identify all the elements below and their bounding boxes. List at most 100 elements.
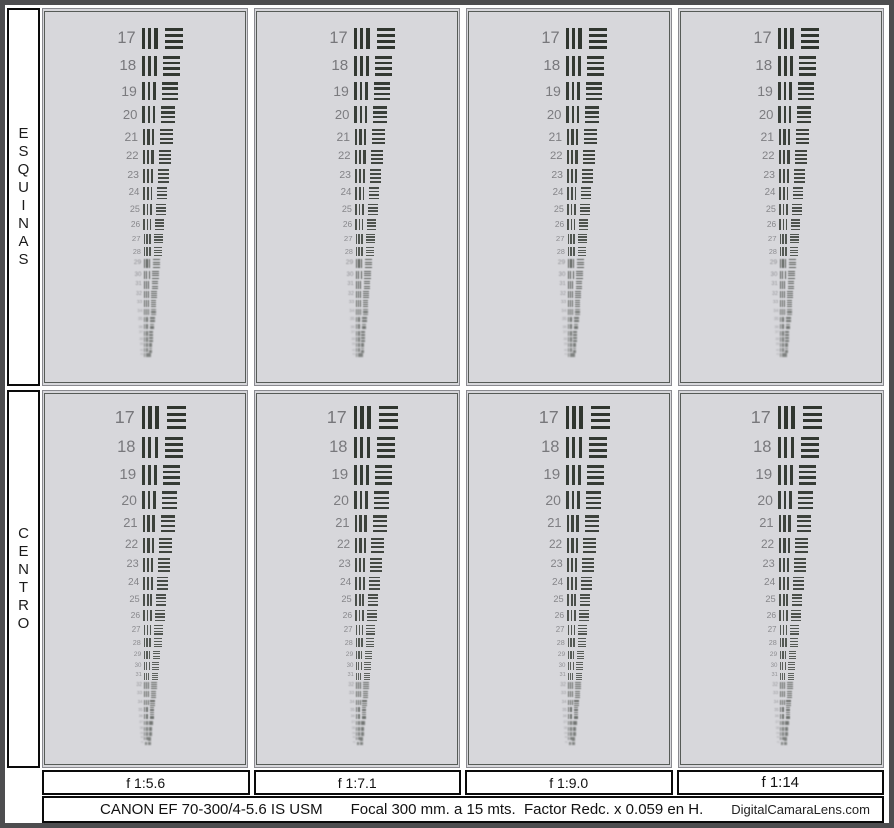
vertical-bars <box>143 259 151 268</box>
horizontal-bars <box>368 594 379 606</box>
vertical-bars <box>568 707 573 713</box>
horizontal-bars <box>365 259 373 268</box>
chart-line-36: 36 <box>136 324 155 330</box>
horizontal-bars <box>148 353 152 357</box>
vertical-bars <box>144 353 148 357</box>
horizontal-bars <box>573 707 579 713</box>
chart-line-33: 33 <box>346 691 369 698</box>
chart-line-number: 37 <box>775 720 780 725</box>
chart-line-number: 17 <box>117 29 136 48</box>
horizontal-bars <box>156 187 168 200</box>
chart-line-18: 18 <box>110 56 181 76</box>
horizontal-bars <box>151 682 158 690</box>
chart-line-19: 19 <box>536 82 602 101</box>
horizontal-bars <box>375 56 393 76</box>
chart-line-number: 19 <box>119 466 137 484</box>
chart-line-number: 20 <box>334 107 350 123</box>
vertical-bars <box>143 650 151 660</box>
chart-line-number: 31 <box>559 281 566 288</box>
vertical-bars <box>354 56 369 76</box>
chart-line-number: 32 <box>348 682 354 689</box>
chart-line-28: 28 <box>764 638 798 648</box>
chart-line-number: 17 <box>753 29 772 48</box>
horizontal-bars <box>575 672 583 680</box>
horizontal-bars <box>573 714 578 719</box>
chart-line-23: 23 <box>332 557 383 572</box>
chart-line-number: 35 <box>138 706 143 712</box>
chart-line-number: 30 <box>558 661 566 669</box>
vertical-bars <box>778 149 790 165</box>
chart-line-number: 41 <box>352 352 356 356</box>
chart-line-18: 18 <box>534 56 605 76</box>
vertical-bars <box>354 106 368 124</box>
vertical-bars <box>142 557 154 572</box>
horizontal-bars <box>363 682 370 690</box>
vertical-bars <box>144 707 149 713</box>
chart-line-number: 28 <box>132 246 141 256</box>
horizontal-bars <box>152 270 160 279</box>
vertical-bars <box>567 259 575 268</box>
chart-line-32: 32 <box>769 682 794 690</box>
horizontal-bars <box>153 259 161 268</box>
vertical-bars <box>779 219 788 230</box>
vertical-bars <box>141 436 158 458</box>
chart-line-31: 31 <box>132 281 159 289</box>
horizontal-bars <box>147 741 151 745</box>
chart-line-number: 39 <box>140 731 144 736</box>
horizontal-bars <box>155 203 166 216</box>
chart-line-18: 18 <box>746 56 817 76</box>
vertical-bars <box>356 348 360 353</box>
vertical-bars <box>779 624 788 635</box>
chart-line-34: 34 <box>770 308 792 315</box>
chart-line-26: 26 <box>125 609 165 621</box>
chart-line-number: 17 <box>750 406 771 427</box>
horizontal-bars <box>786 308 792 315</box>
chart-line-number: 19 <box>755 466 773 484</box>
chart-line-number: 31 <box>135 672 142 679</box>
vertical-bars <box>355 650 363 660</box>
chart-line-number: 22 <box>338 150 351 163</box>
chart-line-number: 40 <box>140 347 144 352</box>
horizontal-bars <box>787 682 794 690</box>
horizontal-bars <box>361 714 366 719</box>
vertical-bars <box>144 291 150 299</box>
horizontal-bars <box>783 741 787 745</box>
test-chart-panel-esquinas-3: 17 18 19 20 21 22 23 24 25 26 27 28 29 30 31 32 33 34 35 36… <box>466 8 672 386</box>
aperture-label-f7.1: f 1:7.1 <box>253 770 461 795</box>
vertical-bars <box>143 233 151 244</box>
chart-line-24: 24 <box>335 187 380 200</box>
chart-line-number: 18 <box>541 437 560 457</box>
vertical-bars <box>143 594 153 606</box>
chart-line-31: 31 <box>768 672 795 680</box>
chart-line-25: 25 <box>760 594 803 606</box>
chart-line-number: 33 <box>560 300 567 306</box>
chart-line-number: 30 <box>134 661 142 669</box>
vertical-bars <box>568 720 572 726</box>
horizontal-bars <box>153 650 161 660</box>
chart-line-number: 34 <box>561 699 567 705</box>
horizontal-bars <box>365 650 373 660</box>
test-chart-panel-centro-1: 17 18 19 20 21 22 23 24 25 26 27 28 29 30 31 32 33 34 35 36… <box>42 390 248 768</box>
chart-line-35: 35 <box>348 707 367 713</box>
chart-line-number: 38 <box>563 336 568 341</box>
chart-line-number: 28 <box>344 246 353 256</box>
horizontal-bars <box>793 576 805 590</box>
vertical-bars <box>778 491 792 510</box>
vertical-bars <box>356 699 361 706</box>
horizontal-bars <box>585 82 602 101</box>
vertical-bars <box>780 714 784 719</box>
horizontal-bars <box>572 726 577 731</box>
chart-line-number: 34 <box>137 699 143 705</box>
chart-line-number: 27 <box>343 624 353 634</box>
horizontal-bars <box>574 316 579 323</box>
horizontal-bars <box>364 270 372 279</box>
chart-line-number: 22 <box>760 537 775 552</box>
vertical-bars <box>567 624 576 635</box>
vertical-bars <box>354 515 367 532</box>
chart-line-17: 17 <box>104 406 187 429</box>
chart-line-17: 17 <box>531 28 607 49</box>
chart-line-number: 36 <box>774 713 779 718</box>
vertical-bars <box>567 246 575 257</box>
horizontal-bars <box>161 491 178 510</box>
horizontal-bars <box>359 741 363 745</box>
